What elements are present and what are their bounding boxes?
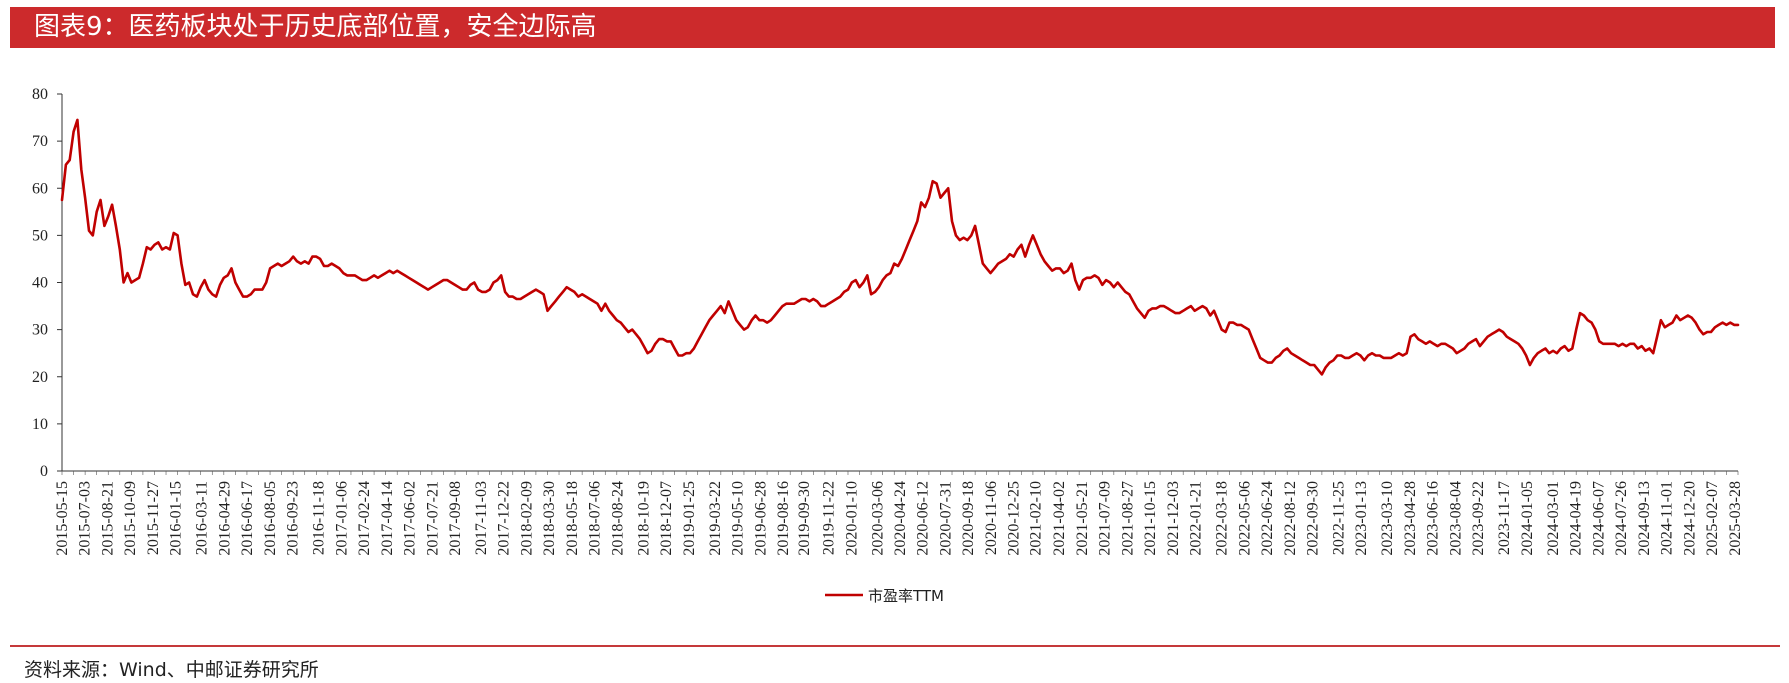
x-tick-label: 2019-11-22 xyxy=(821,481,838,555)
x-tick-label: 2015-05-15 xyxy=(54,481,71,556)
y-tick-label: 60 xyxy=(32,180,48,197)
x-tick-label: 2018-08-24 xyxy=(609,481,626,556)
x-tick-label: 2023-09-22 xyxy=(1470,481,1487,556)
x-tick-label: 2019-01-25 xyxy=(681,481,698,556)
x-tick-label: 2017-02-24 xyxy=(356,481,373,556)
x-tick-label: 2018-02-09 xyxy=(518,481,535,556)
x-tick-label: 2024-04-19 xyxy=(1568,481,1585,556)
x-tick-label: 2021-08-27 xyxy=(1119,481,1136,556)
x-tick-label: 2020-06-12 xyxy=(915,481,932,556)
x-tick-label: 2024-12-20 xyxy=(1681,481,1698,556)
x-tick-label: 2020-07-31 xyxy=(937,481,954,556)
x-tick-label: 2021-04-02 xyxy=(1051,481,1068,556)
y-tick-label: 70 xyxy=(32,133,48,150)
x-tick-label: 2023-11-17 xyxy=(1496,481,1513,555)
x-tick-label: 2016-08-05 xyxy=(262,481,279,556)
x-tick-label: 2018-03-30 xyxy=(541,481,558,556)
x-tick-label: 2024-11-01 xyxy=(1659,481,1676,555)
x-tick-label: 2016-03-11 xyxy=(194,481,211,555)
x-tick-label: 2019-08-16 xyxy=(775,481,792,556)
x-tick-label: 2018-07-06 xyxy=(587,481,604,556)
source-note: 资料来源：Wind、中邮证券研究所 xyxy=(24,659,319,681)
x-tick-label: 2020-04-24 xyxy=(892,481,909,556)
y-tick-label: 20 xyxy=(32,369,48,386)
x-tick-label: 2016-09-23 xyxy=(285,481,302,556)
x-tick-label: 2018-05-18 xyxy=(564,481,581,556)
x-tick-label: 2022-06-24 xyxy=(1259,481,1276,556)
x-tick-label: 2025-02-07 xyxy=(1704,481,1721,556)
x-tick-label: 2019-03-22 xyxy=(707,481,724,556)
y-tick-label: 40 xyxy=(32,275,48,292)
x-tick-label: 2017-07-21 xyxy=(424,481,441,556)
x-tick-label: 2020-12-25 xyxy=(1006,481,1023,556)
x-tick-label: 2021-12-03 xyxy=(1165,481,1182,556)
x-tick-label: 2015-07-03 xyxy=(77,481,94,556)
x-tick-label: 2015-10-09 xyxy=(122,481,139,556)
x-tick-label: 2018-10-19 xyxy=(635,481,652,556)
x-tick-label: 2022-01-21 xyxy=(1188,481,1205,556)
title-bar: 图表9：医药板块处于历史底部位置，安全边际高 xyxy=(10,7,1775,48)
x-tick-label: 2019-09-30 xyxy=(796,481,813,556)
x-tick-label: 2016-11-18 xyxy=(311,481,328,555)
x-tick-label: 2023-06-16 xyxy=(1425,481,1442,556)
y-tick-label: 30 xyxy=(32,322,48,339)
x-tick-label: 2019-05-10 xyxy=(730,481,747,556)
chart-title: 图表9：医药板块处于历史底部位置，安全边际高 xyxy=(34,12,597,42)
x-tick-label: 2015-08-21 xyxy=(99,481,116,556)
x-tick-label: 2022-08-12 xyxy=(1282,481,1299,556)
x-tick-label: 2023-04-28 xyxy=(1402,481,1419,556)
x-tick-label: 2020-09-18 xyxy=(960,481,977,556)
x-tick-label: 2022-11-25 xyxy=(1330,481,1347,555)
footer-divider xyxy=(10,645,1780,647)
x-tick-label: 2022-05-06 xyxy=(1236,481,1253,556)
x-tick-label: 2021-02-10 xyxy=(1027,481,1044,556)
series-line-pe-ttm xyxy=(60,118,1740,376)
x-tick-label: 2016-04-29 xyxy=(216,481,233,556)
legend-label: 市盈率TTM xyxy=(868,587,944,605)
x-tick-label: 2022-03-18 xyxy=(1214,481,1231,556)
x-tick-label: 2024-09-13 xyxy=(1636,481,1653,556)
x-tick-label: 2020-01-10 xyxy=(843,481,860,556)
x-tick-label: 2020-11-06 xyxy=(983,481,1000,555)
x-tick-label: 2016-01-15 xyxy=(168,481,185,556)
x-tick-label: 2017-06-02 xyxy=(402,481,419,556)
x-tick-label: 2025-03-28 xyxy=(1727,481,1744,556)
x-tick-label: 2024-03-01 xyxy=(1545,481,1562,556)
x-tick-label: 2021-05-21 xyxy=(1074,481,1091,556)
y-tick-label: 0 xyxy=(40,463,48,480)
x-tick-label: 2018-12-07 xyxy=(658,481,675,556)
x-tick-label: 2017-11-03 xyxy=(473,481,490,555)
x-tick-label: 2019-06-28 xyxy=(752,481,769,556)
y-tick-label: 10 xyxy=(32,416,48,433)
x-tick-label: 2015-11-27 xyxy=(145,481,162,555)
x-tick-label: 2023-03-10 xyxy=(1379,481,1396,556)
y-tick-label: 50 xyxy=(32,227,48,244)
x-tick-label: 2016-06-17 xyxy=(239,481,256,556)
x-tick-label: 2022-09-30 xyxy=(1305,481,1322,556)
y-tick-label: 80 xyxy=(32,86,48,103)
x-tick-label: 2017-09-08 xyxy=(447,481,464,556)
x-tick-label: 2020-03-06 xyxy=(869,481,886,556)
x-tick-label: 2024-07-26 xyxy=(1613,481,1630,556)
x-tick-label: 2024-06-07 xyxy=(1590,481,1607,556)
x-tick-label: 2023-01-13 xyxy=(1353,481,1370,556)
x-tick-label: 2017-01-06 xyxy=(333,481,350,556)
x-tick-label: 2021-07-09 xyxy=(1097,481,1114,556)
x-tick-label: 2021-10-15 xyxy=(1142,481,1159,556)
x-tick-label: 2024-01-05 xyxy=(1519,481,1536,556)
x-tick-label: 2017-04-14 xyxy=(379,481,396,556)
x-tick-label: 2023-08-04 xyxy=(1447,481,1464,556)
x-tick-label: 2017-12-22 xyxy=(496,481,513,556)
